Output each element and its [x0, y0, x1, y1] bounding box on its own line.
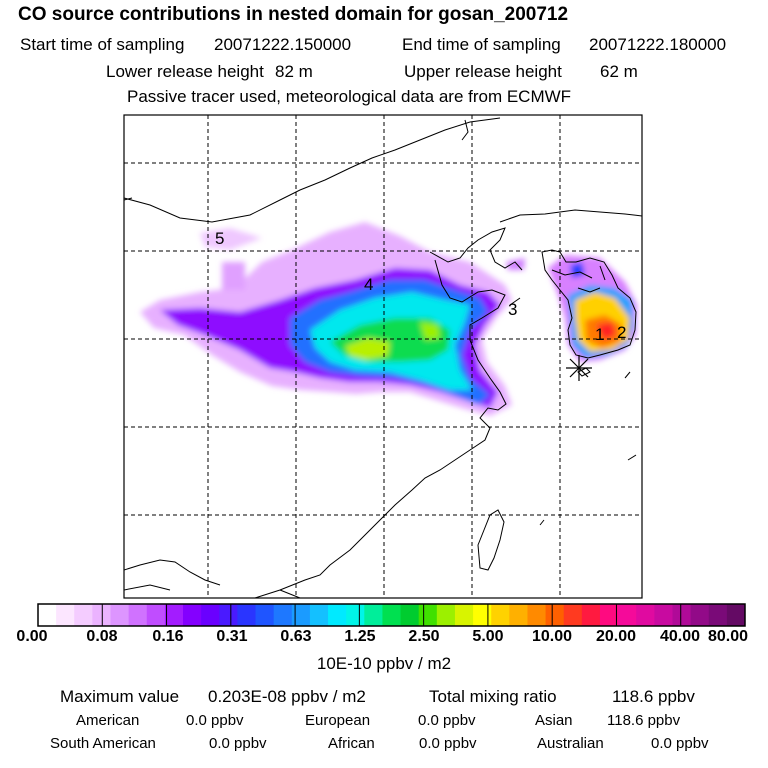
colorbar-swatch: [291, 604, 311, 626]
colorbar-swatch: [400, 604, 420, 626]
end-time-label: End time of sampling: [402, 35, 561, 54]
colorbar-tick-label: 80.00: [707, 628, 749, 645]
colorbar-swatch: [309, 604, 329, 626]
colorbar-swatch: [581, 604, 601, 626]
lat-lon-grid: [124, 115, 642, 598]
colorbar-swatch: [237, 604, 257, 626]
colorbar-swatch: [436, 604, 456, 626]
colorbar-swatch: [473, 604, 492, 626]
region-value: 0.0 ppbv: [186, 712, 244, 729]
colorbar-swatch: [38, 604, 57, 626]
region-name: Australian: [537, 735, 604, 752]
map-frame: [123, 114, 643, 599]
colorbar-swatch: [690, 604, 710, 626]
max-value-label: Maximum value: [60, 687, 180, 706]
colorbar-tick-label: 0.31: [216, 628, 248, 645]
colorbar-swatch: [364, 604, 383, 626]
tracer-note: Passive tracer used, meteorological data…: [127, 87, 572, 106]
colorbar-swatch: [599, 604, 619, 626]
colorbar-swatch: [654, 604, 673, 626]
figure-title: CO source contributions in nested domain…: [18, 4, 569, 25]
source-label-4: 4: [364, 275, 373, 294]
colorbar-tick-label: 0.00: [16, 628, 48, 645]
region-value: 118.6 ppbv: [607, 712, 681, 729]
region-name: Asian: [535, 712, 573, 729]
colorbar-swatch: [545, 604, 565, 626]
colorbar-tick-label: 1.25: [344, 628, 376, 645]
colorbar-tick-label: 2.50: [408, 628, 440, 645]
lower-release-value: 82 m: [275, 62, 313, 81]
colorbar-swatch: [56, 604, 75, 626]
coastlines: [124, 117, 642, 598]
start-time-value: 20071222.150000: [214, 35, 352, 54]
colorbar-swatch: [672, 604, 692, 626]
asterisk-receptor-icon: [566, 355, 592, 381]
colorbar-tick-label: 0.16: [152, 628, 184, 645]
region-value: 0.0 ppbv: [651, 735, 709, 752]
colorbar-swatch: [201, 604, 220, 626]
colorbar-tick-label: 0.63: [280, 628, 312, 645]
start-time-label: Start time of sampling: [20, 35, 185, 54]
colorbar-swatch: [382, 604, 402, 626]
colorbar-swatch: [146, 604, 166, 626]
colorbar-swatch: [110, 604, 130, 626]
source-label-5: 5: [215, 229, 224, 248]
colorbar-units: 10E-10 ppbv / m2: [316, 654, 452, 673]
upper-release-label: Upper release height: [404, 62, 562, 81]
upper-release-value: 62 m: [600, 62, 638, 81]
source-label-1: 1: [595, 325, 604, 344]
total-mixing-value: 118.6 ppbv: [612, 687, 695, 706]
max-value: 0.203E-08 ppbv / m2: [208, 687, 366, 706]
source-label-2: 2: [617, 323, 626, 342]
source-label-3: 3: [508, 300, 517, 319]
colorbar-swatch: [563, 604, 583, 626]
colorbar-swatch: [509, 604, 528, 626]
colorbar-tick-label: 0.08: [86, 628, 118, 645]
colorbar-swatch: [219, 604, 238, 626]
colorbar-swatch: [128, 604, 148, 626]
colorbar-swatch: [491, 604, 510, 626]
plume-field: [140, 222, 637, 416]
colorbar-swatch: [726, 604, 746, 626]
region-name: South American: [50, 735, 156, 752]
colorbar-tick-label: 40.00: [659, 628, 701, 645]
colorbar: [37, 603, 746, 627]
colorbar-swatch: [454, 604, 474, 626]
colorbar-swatch: [74, 604, 93, 626]
region-name: European: [305, 712, 371, 729]
region-name: African: [328, 735, 375, 752]
colorbar-swatch: [328, 604, 347, 626]
colorbar-swatch: [92, 604, 112, 626]
region-value: 0.0 ppbv: [419, 735, 477, 752]
colorbar-swatch: [527, 604, 547, 626]
colorbar-tick-label: 10.00: [531, 628, 573, 645]
region-name: American: [76, 712, 140, 729]
colorbar-swatch: [708, 604, 728, 626]
colorbar-swatch: [273, 604, 293, 626]
colorbar-swatch: [183, 604, 202, 626]
region-value: 0.0 ppbv: [418, 712, 476, 729]
end-time-value: 20071222.180000: [589, 35, 727, 54]
lower-release-label: Lower release height: [106, 62, 264, 81]
colorbar-swatch: [255, 604, 275, 626]
total-mixing-label: Total mixing ratio: [429, 687, 557, 706]
colorbar-swatch: [418, 604, 438, 626]
colorbar-swatch: [164, 604, 184, 626]
colorbar-swatch: [346, 604, 365, 626]
colorbar-tick-label: 20.00: [595, 628, 637, 645]
colorbar-swatch: [618, 604, 637, 626]
colorbar-frame: [37, 603, 746, 627]
region-value: 0.0 ppbv: [209, 735, 267, 752]
colorbar-tick-label: 5.00: [472, 628, 504, 645]
colorbar-swatch: [636, 604, 655, 626]
